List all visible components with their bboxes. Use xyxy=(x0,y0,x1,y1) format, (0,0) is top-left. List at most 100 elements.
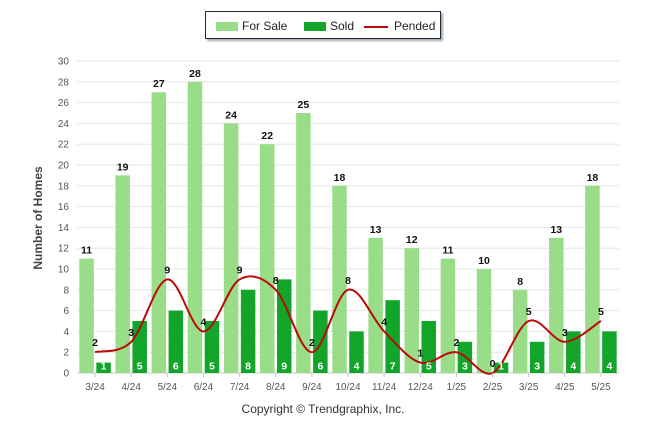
label-for-sale: 11 xyxy=(81,245,92,257)
x-tick-label: 1/25 xyxy=(447,382,467,393)
x-tick-label: 3/24 xyxy=(85,382,105,393)
label-for-sale: 28 xyxy=(189,68,201,80)
x-tick-label: 10/24 xyxy=(335,382,360,393)
legend-label-sold[interactable]: Sold xyxy=(330,19,355,33)
label-sold: 5 xyxy=(426,361,432,373)
label-pended: 2 xyxy=(309,337,315,349)
y-tick-label: 4 xyxy=(63,327,69,338)
x-tick-label: 12/24 xyxy=(408,382,433,393)
bar-for-sale xyxy=(440,258,456,373)
x-tick-label: 5/25 xyxy=(591,382,611,393)
x-tick-label: 4/25 xyxy=(555,382,575,393)
y-tick-label: 26 xyxy=(58,98,70,109)
y-tick-label: 12 xyxy=(58,244,70,255)
label-for-sale: 27 xyxy=(153,78,165,90)
y-tick-label: 28 xyxy=(58,77,70,88)
label-pended: 1 xyxy=(417,348,423,360)
label-for-sale: 22 xyxy=(261,130,273,142)
label-for-sale: 13 xyxy=(370,224,382,236)
label-pended: 5 xyxy=(598,306,604,318)
label-for-sale: 18 xyxy=(587,172,599,184)
label-for-sale: 24 xyxy=(225,109,237,121)
label-sold: 4 xyxy=(570,361,576,373)
bar-for-sale xyxy=(115,175,130,373)
label-sold: 6 xyxy=(173,361,179,373)
label-sold: 5 xyxy=(137,361,143,373)
bar-sold xyxy=(602,331,617,373)
x-tick-label: 4/24 xyxy=(121,382,141,393)
label-pended: 3 xyxy=(128,327,134,339)
label-pended: 2 xyxy=(92,337,98,349)
bar-sold xyxy=(96,362,111,373)
x-tick-label: 5/24 xyxy=(158,382,178,393)
y-tick-label: 8 xyxy=(63,285,69,296)
bar-for-sale xyxy=(585,185,600,373)
x-tick-labels: 3/24 4/24 5/24 6/24 7/24 8/24 9/24 10/24 11/24 12… xyxy=(85,373,611,393)
x-tick-label: 11/24 xyxy=(372,382,397,393)
legend-label-pended[interactable]: Pended xyxy=(394,19,436,33)
y-tick-label: 10 xyxy=(58,265,70,276)
label-sold: 8 xyxy=(245,361,251,373)
label-sold: 4 xyxy=(354,361,360,373)
bar-sold xyxy=(529,341,545,373)
label-sold: 6 xyxy=(317,361,323,373)
bar-for-sale xyxy=(151,92,167,373)
x-tick-label: 2/25 xyxy=(483,382,503,393)
label-pended: 5 xyxy=(526,306,532,318)
bar-sold xyxy=(276,279,292,373)
label-for-sale: 18 xyxy=(334,172,346,184)
label-for-sale: 8 xyxy=(517,276,523,288)
y-tick-label: 6 xyxy=(63,306,69,317)
bar-for-sale xyxy=(332,185,347,373)
label-pended: 0 xyxy=(490,358,496,370)
label-pended: 4 xyxy=(201,316,207,328)
y-tick-label: 22 xyxy=(58,140,70,151)
label-pended: 3 xyxy=(562,327,568,339)
y-tick-label: 2 xyxy=(63,348,69,359)
bar-sold xyxy=(168,310,184,373)
y-tick-label: 0 xyxy=(63,369,69,380)
label-for-sale: 12 xyxy=(406,234,418,246)
bar-sold xyxy=(313,310,328,373)
copyright-credit: Copyright © Trendgraphix, Inc. xyxy=(241,402,405,416)
bar-for-sale xyxy=(296,113,311,373)
label-pended: 9 xyxy=(237,264,243,276)
label-sold: 7 xyxy=(390,361,396,373)
bar-for-sale xyxy=(259,144,275,373)
label-sold: 1 xyxy=(101,361,107,373)
y-axis-label: Number of Homes xyxy=(31,166,45,270)
y-tick-label: 16 xyxy=(58,202,70,213)
legend-swatch-sold xyxy=(304,22,326,31)
label-pended: 8 xyxy=(345,275,351,287)
bar-for-sale xyxy=(549,237,564,373)
x-tick-label: 8/24 xyxy=(266,382,286,393)
y-tick-label: 30 xyxy=(58,57,70,68)
legend-label-for-sale[interactable]: For Sale xyxy=(242,19,288,33)
label-for-sale: 11 xyxy=(442,245,453,257)
bar-sold xyxy=(493,362,509,373)
pended-series-line xyxy=(94,275,602,375)
label-sold: 5 xyxy=(209,361,215,373)
label-pended: 9 xyxy=(164,264,170,276)
y-tick-label: 18 xyxy=(58,181,70,192)
x-tick-label: 7/24 xyxy=(230,382,250,393)
legend-swatch-for-sale xyxy=(216,22,238,31)
bar-for-sale xyxy=(368,237,383,373)
bar-sold xyxy=(385,300,400,373)
label-pended: 8 xyxy=(273,275,279,287)
label-for-sale: 13 xyxy=(550,224,562,236)
label-for-sale: 19 xyxy=(117,161,129,173)
bar-sold xyxy=(240,289,256,373)
y-tick-label: 24 xyxy=(58,119,70,130)
x-tick-label: 6/24 xyxy=(194,382,214,393)
bar-sold xyxy=(349,331,364,373)
y-tick-label: 14 xyxy=(58,223,70,234)
label-sold: 9 xyxy=(281,361,287,373)
label-pended: 4 xyxy=(381,316,387,328)
label-sold: 3 xyxy=(462,361,468,373)
bar-for-sale xyxy=(223,123,239,374)
bars xyxy=(79,81,617,374)
